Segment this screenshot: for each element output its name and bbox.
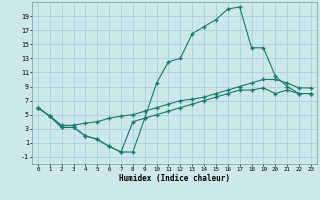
X-axis label: Humidex (Indice chaleur): Humidex (Indice chaleur)	[119, 174, 230, 183]
